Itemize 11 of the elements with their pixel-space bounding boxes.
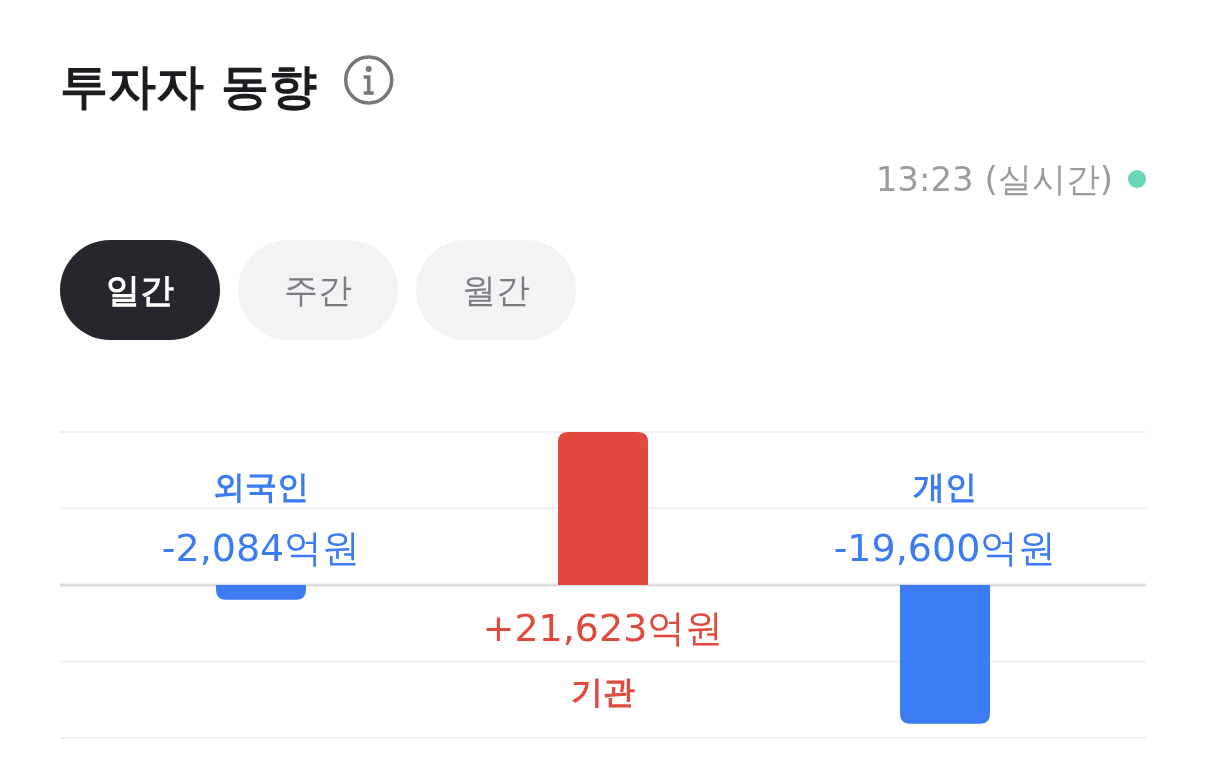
category-label: 외국인 [213,468,309,506]
category-label: 기관 [571,673,635,711]
annotation: 월간 [416,240,576,340]
data-label: +21,623억원 [482,606,724,650]
subtitle: 13:23 (실시간) [875,159,1113,199]
title: 투자자 동향 [60,58,317,114]
annotation: 주간 [238,240,398,340]
data-label: -19,600억원 [833,526,1057,570]
annotation: 일간 [60,240,220,340]
category-label: 개인 [913,468,977,506]
data-label: -2,084억원 [161,526,361,570]
